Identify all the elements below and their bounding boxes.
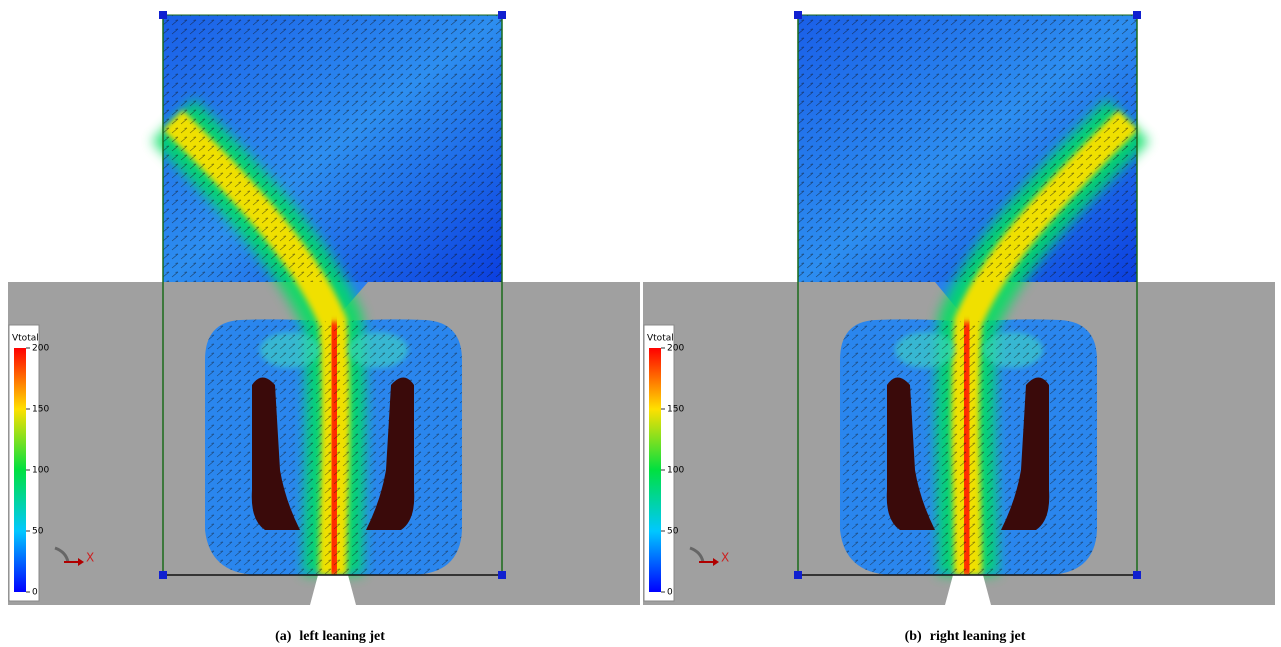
- corner-node: [498, 571, 506, 579]
- axis-label: X: [86, 551, 94, 565]
- vector-field: [163, 15, 502, 282]
- corner-node: [794, 11, 802, 19]
- panel: X Vtotal 0 50 100 150 200 (a) left leaning jet: [8, 11, 640, 644]
- axis-label: X: [721, 551, 729, 565]
- axis-arrowhead: [78, 558, 84, 566]
- corner-node: [1133, 11, 1141, 19]
- corner-node: [794, 571, 802, 579]
- colorbar-tick-label: 200: [667, 344, 684, 354]
- colorbar-title: Vtotal: [647, 334, 674, 344]
- wall: [886, 377, 935, 530]
- corner-node: [1133, 571, 1141, 579]
- colorbar-tick-label: 200: [32, 344, 49, 354]
- caption-text: left leaning jet: [299, 629, 385, 644]
- caption: (b) right leaning jet: [905, 629, 1026, 644]
- vector-field: [205, 319, 462, 575]
- wall: [366, 377, 415, 530]
- vector-field: [798, 15, 1137, 282]
- colorbar-tick-label: 100: [32, 466, 49, 476]
- colorbar-tick-label: 100: [667, 466, 684, 476]
- colorbar-gradient: [14, 348, 26, 592]
- colorbar-tick-label: 50: [667, 527, 679, 537]
- colorbar-title: Vtotal: [12, 334, 39, 344]
- caption-text: right leaning jet: [930, 629, 1026, 644]
- vector-field: [840, 319, 1097, 575]
- axis-glyph: [54, 546, 70, 563]
- corner-node: [498, 11, 506, 19]
- wall: [1001, 377, 1050, 530]
- caption-label: (b): [905, 629, 922, 644]
- corner-node: [159, 11, 167, 19]
- corner-node: [159, 571, 167, 579]
- axis-arrowhead: [713, 558, 719, 566]
- caption-label: (a): [275, 629, 292, 644]
- axis-glyph: [689, 546, 705, 563]
- colorbar-tick-label: 150: [667, 405, 684, 415]
- panel: X Vtotal 0 50 100 150 200 (b) right leaning jet: [643, 11, 1275, 644]
- colorbar-tick-label: 0: [667, 588, 673, 598]
- colorbar-tick-label: 0: [32, 588, 38, 598]
- nozzle: [310, 575, 356, 605]
- nozzle: [945, 575, 991, 605]
- colorbar-tick-label: 150: [32, 405, 49, 415]
- colorbar-gradient: [649, 348, 661, 592]
- colorbar-tick-label: 50: [32, 527, 44, 537]
- wall: [251, 377, 300, 530]
- caption: (a) left leaning jet: [275, 629, 385, 644]
